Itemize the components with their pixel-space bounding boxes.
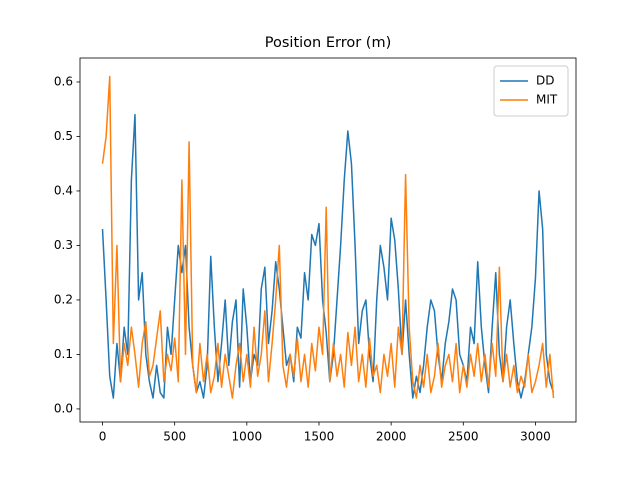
- legend-label: MIT: [536, 93, 558, 107]
- legend: DD MIT: [493, 65, 569, 117]
- y-tick-label: 0.5: [54, 129, 73, 143]
- legend-box: [493, 65, 569, 117]
- x-tick-label: 2000: [376, 430, 407, 444]
- legend-label: DD: [536, 74, 554, 88]
- line-series: [101, 75, 555, 399]
- x-tick-label: 3000: [520, 430, 551, 444]
- axes-frame: [79, 57, 577, 423]
- x-tick-label: 1000: [232, 430, 263, 444]
- x-tick-label: 0: [99, 430, 107, 444]
- y-tick-label: 0.1: [54, 347, 73, 361]
- y-tick-label: 0.6: [54, 74, 73, 88]
- y-tick-label: 0.4: [54, 183, 73, 197]
- y-tick-label: 0.0: [54, 401, 73, 415]
- line-series: [101, 113, 555, 399]
- y-tick-label: 0.2: [54, 292, 73, 306]
- y-tick-label: 0.3: [54, 238, 73, 252]
- chart-title: Position Error (m): [265, 35, 391, 51]
- x-tick-label: 1500: [304, 430, 335, 444]
- x-tick-label: 2500: [448, 430, 479, 444]
- x-tick-label: 500: [163, 430, 186, 444]
